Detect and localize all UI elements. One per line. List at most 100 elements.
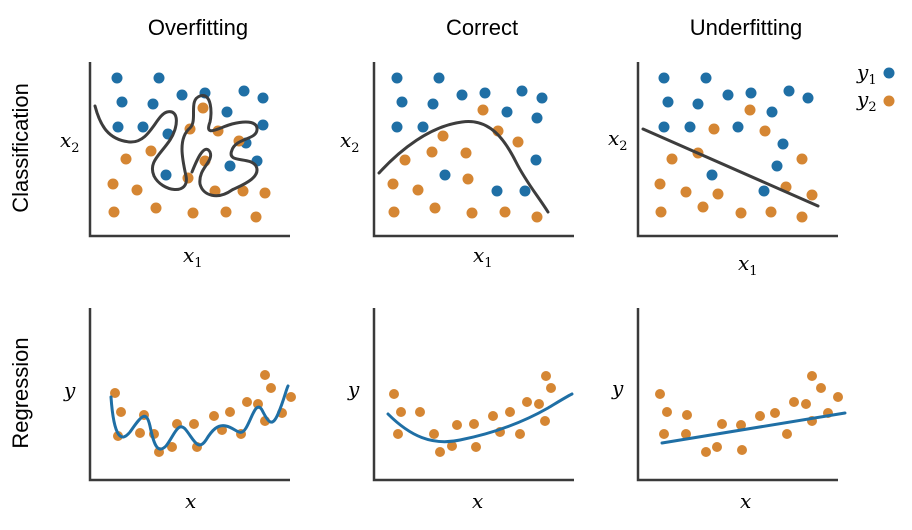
point <box>802 92 814 104</box>
point <box>250 211 262 223</box>
regression-fit-correct <box>386 392 574 444</box>
point <box>682 410 692 420</box>
point <box>466 207 478 219</box>
point <box>447 441 457 451</box>
point <box>680 186 692 198</box>
point <box>530 154 542 166</box>
point <box>801 399 811 409</box>
xlabel-x: x <box>185 489 196 513</box>
point <box>522 397 532 407</box>
point <box>706 169 718 181</box>
point <box>662 96 674 108</box>
point <box>131 184 143 196</box>
ylabel-y: y <box>63 378 76 402</box>
point <box>759 125 771 137</box>
point <box>546 383 556 393</box>
axes <box>372 308 574 482</box>
point <box>110 388 120 398</box>
point <box>758 185 770 197</box>
point <box>658 72 670 84</box>
point <box>708 123 720 135</box>
axes <box>88 62 290 238</box>
column-title-correct: Correct <box>446 15 518 40</box>
panel-regression-correct: y x <box>347 308 574 513</box>
point <box>209 411 219 421</box>
point <box>469 419 479 429</box>
point <box>531 112 543 124</box>
point <box>389 389 399 399</box>
point <box>220 206 232 218</box>
point <box>766 106 778 118</box>
ylabel-y: y <box>611 376 624 400</box>
row-title-regression: Regression <box>8 337 33 448</box>
xlabel-x1: x1 <box>473 243 493 271</box>
xlabel-x: x <box>472 489 483 513</box>
panel-classification-correct: x2 x1 <box>340 62 574 271</box>
ylabel-x2: x2 <box>608 126 628 154</box>
point <box>488 411 498 421</box>
xlabel-x1: x1 <box>183 243 203 271</box>
axes <box>636 62 838 238</box>
point <box>415 407 425 417</box>
point <box>655 206 667 218</box>
regression-fit-overfit <box>109 384 290 451</box>
point <box>456 89 468 101</box>
point <box>655 389 665 399</box>
point <box>435 447 445 457</box>
points-regression <box>655 371 843 457</box>
axes <box>636 308 838 482</box>
point <box>107 178 119 190</box>
point <box>427 98 439 110</box>
point <box>116 96 128 108</box>
point <box>684 121 696 133</box>
point <box>662 407 672 417</box>
row-title-classification: Classification <box>8 83 33 213</box>
legend-item-y2: y2 <box>856 87 895 115</box>
point <box>732 121 744 133</box>
point <box>176 89 188 101</box>
point <box>462 173 474 185</box>
point <box>540 416 550 426</box>
ylabel-y: y <box>347 377 360 401</box>
legend-y1-marker <box>883 67 895 79</box>
regression-fit-underfit <box>660 411 847 445</box>
point <box>266 383 276 393</box>
point <box>439 169 451 181</box>
legend-y1-label: y <box>856 60 869 84</box>
xlabel-x: x <box>740 489 751 513</box>
point <box>153 72 165 84</box>
point <box>391 121 403 133</box>
point <box>112 121 124 133</box>
point <box>257 92 269 104</box>
point <box>116 407 126 417</box>
point <box>712 188 724 200</box>
point <box>147 98 159 110</box>
point <box>736 420 746 430</box>
point <box>681 429 691 439</box>
point <box>755 411 765 421</box>
point <box>722 89 734 101</box>
point <box>417 121 429 133</box>
point <box>187 207 199 219</box>
axes <box>88 308 290 482</box>
point <box>137 121 149 133</box>
point <box>160 169 172 181</box>
points-y2 <box>387 104 543 223</box>
point <box>387 178 399 190</box>
point <box>237 185 249 197</box>
point <box>534 399 544 409</box>
point <box>519 185 531 197</box>
point <box>712 442 722 452</box>
point <box>242 397 252 407</box>
svg-text:y1: y1 <box>856 60 877 88</box>
point <box>479 87 491 99</box>
point <box>516 85 528 97</box>
point <box>108 206 120 218</box>
point <box>658 121 670 133</box>
point <box>471 442 481 452</box>
point <box>789 397 799 407</box>
ylabel-x2: x2 <box>60 128 80 156</box>
legend-y2-marker <box>883 95 895 107</box>
point <box>259 187 271 199</box>
